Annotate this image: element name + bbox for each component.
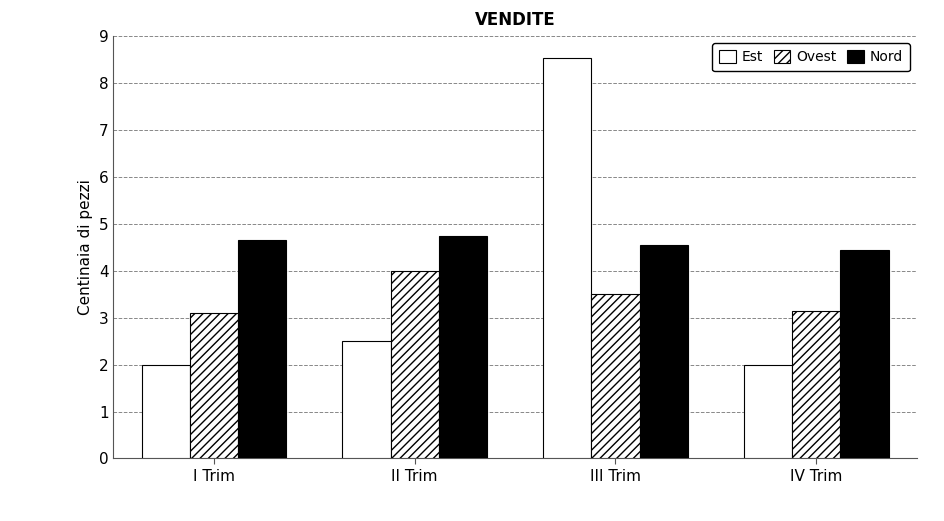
- Bar: [543, 58, 591, 458]
- Bar: [142, 365, 190, 458]
- Bar: [190, 313, 238, 458]
- Bar: [639, 245, 687, 458]
- Bar: [238, 240, 286, 458]
- Y-axis label: Centinaia di pezzi: Centinaia di pezzi: [78, 180, 93, 315]
- Bar: [591, 294, 639, 458]
- Bar: [791, 311, 839, 458]
- Bar: [342, 341, 390, 458]
- Bar: [390, 271, 438, 458]
- Legend: Est, Ovest, Nord: Est, Ovest, Nord: [711, 43, 909, 71]
- Bar: [438, 235, 486, 458]
- Title: VENDITE: VENDITE: [474, 11, 555, 29]
- Bar: [839, 250, 887, 458]
- Bar: [743, 365, 791, 458]
